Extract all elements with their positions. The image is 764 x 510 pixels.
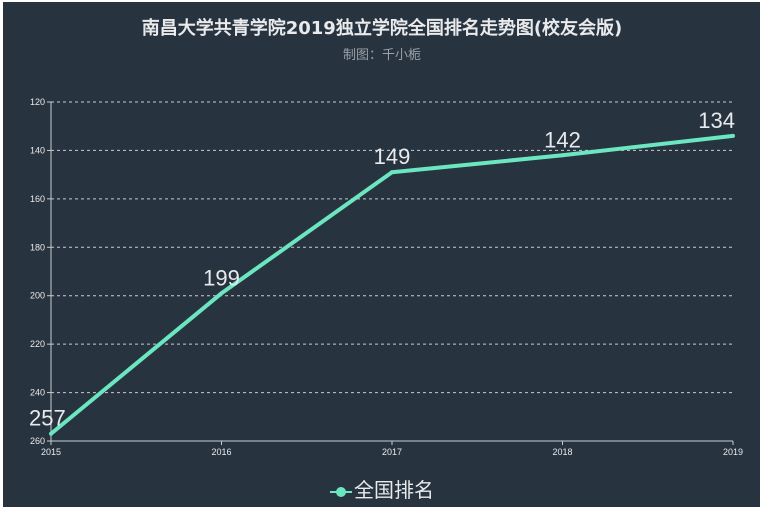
legend-marker-icon: [330, 486, 352, 498]
data-label: 142: [544, 127, 581, 152]
data-point: [219, 291, 224, 296]
data-label: 149: [374, 144, 411, 169]
data-label: 257: [29, 406, 66, 431]
x-tick-label: 2016: [211, 447, 231, 457]
x-tick-label: 2018: [552, 447, 572, 457]
data-label: 134: [698, 108, 735, 133]
data-point: [731, 133, 735, 138]
chart-title: 南昌大学共青学院2019独立学院全国排名走势图(校友会版): [141, 18, 623, 39]
data-label: 199: [203, 265, 240, 290]
x-tick-label: 2019: [723, 447, 743, 457]
y-tick-label: 260: [30, 436, 45, 446]
y-tick-label: 180: [30, 242, 45, 252]
y-tick-label: 140: [30, 145, 45, 155]
y-tick-label: 240: [30, 388, 45, 398]
data-point: [49, 431, 53, 436]
legend-label: 全国排名: [354, 478, 434, 502]
chart-subtitle: 制图：千小栀: [342, 48, 421, 63]
data-point: [390, 170, 394, 175]
data-point: [560, 153, 565, 158]
series-line: [49, 133, 734, 436]
y-tick-label: 220: [30, 339, 45, 349]
x-tick-label: 2015: [41, 447, 61, 457]
y-tick-label: 120: [30, 97, 45, 107]
chart-background: [3, 2, 760, 507]
y-tick-label: 200: [30, 291, 45, 301]
x-tick-label: 2017: [382, 447, 402, 457]
y-tick-label: 160: [30, 194, 45, 204]
legend-item[interactable]: 全国排名: [0, 474, 764, 503]
